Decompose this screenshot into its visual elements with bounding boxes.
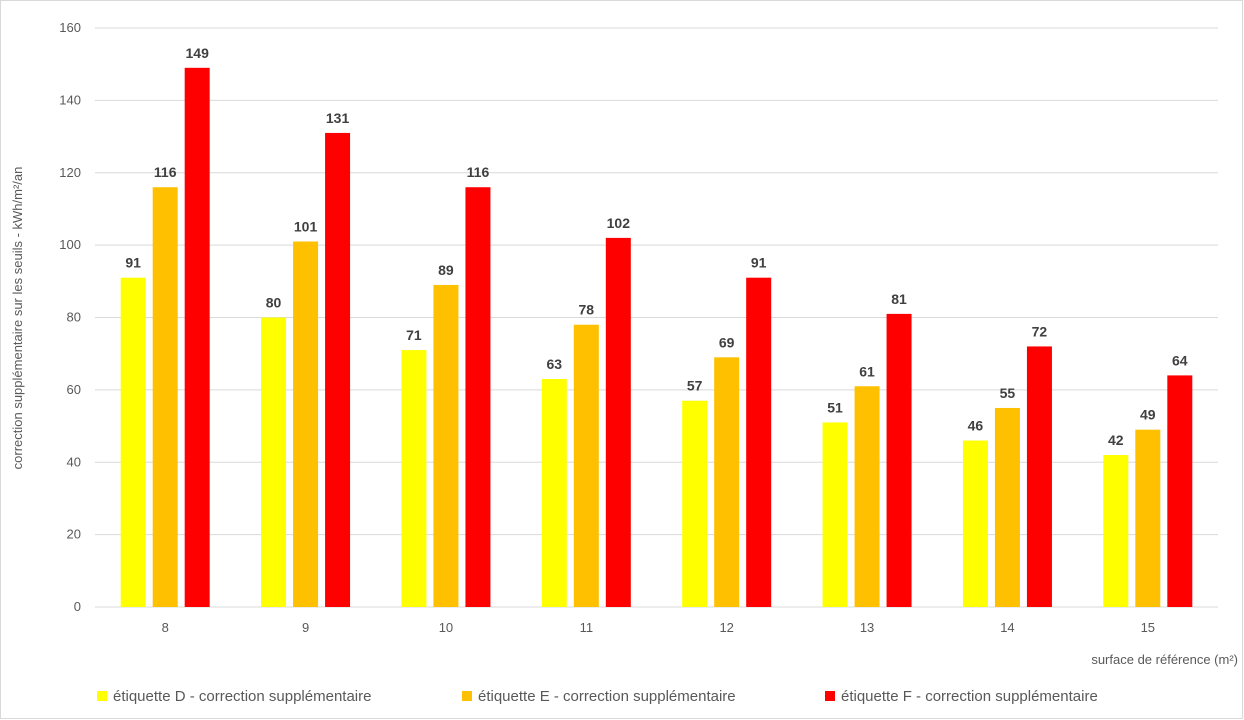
data-label: 51 <box>827 399 843 415</box>
bars <box>120 67 1193 607</box>
data-label: 89 <box>438 262 454 278</box>
y-tick-label: 160 <box>59 20 81 35</box>
bar <box>261 317 287 607</box>
data-label: 71 <box>406 327 422 343</box>
bar <box>682 400 708 607</box>
data-label: 91 <box>125 255 141 271</box>
data-label: 57 <box>687 378 703 394</box>
legend-swatch <box>97 691 107 701</box>
legend: étiquette D - correction supplémentaire é… <box>97 688 1098 705</box>
data-label: 91 <box>751 255 767 271</box>
y-axis-title: correction supplémentaire sur les seuils… <box>10 167 25 470</box>
bar <box>433 284 459 607</box>
data-label: 72 <box>1032 323 1048 339</box>
data-label: 101 <box>294 219 318 235</box>
y-tick-label: 140 <box>59 92 81 107</box>
data-label: 116 <box>154 164 177 180</box>
data-label: 61 <box>859 363 875 379</box>
data-label: 80 <box>266 295 282 311</box>
data-label: 42 <box>1108 432 1124 448</box>
y-tick-label: 40 <box>67 454 81 469</box>
x-axis-title: surface de référence (m²) <box>1091 652 1238 667</box>
legend-swatch <box>825 691 835 701</box>
data-label: 64 <box>1172 352 1188 368</box>
bar <box>1167 375 1193 607</box>
bar <box>822 422 848 607</box>
data-label: 81 <box>891 291 907 307</box>
y-tick-label: 100 <box>59 237 81 252</box>
data-label: 49 <box>1140 407 1156 423</box>
bar <box>401 350 427 607</box>
bar <box>994 407 1020 607</box>
data-label: 149 <box>186 45 210 61</box>
bar <box>1026 346 1052 607</box>
x-tick-label: 12 <box>719 620 733 635</box>
bar <box>325 132 351 607</box>
bar <box>854 386 880 607</box>
y-axis-tick-labels: 0 20 40 60 80 100 120 140 160 <box>59 20 81 614</box>
bar <box>152 187 178 607</box>
x-tick-label: 10 <box>439 620 453 635</box>
bar <box>541 379 567 607</box>
bar <box>573 324 599 607</box>
legend-label: étiquette E - correction supplémentaire <box>478 688 736 705</box>
x-tick-label: 8 <box>162 620 169 635</box>
y-tick-label: 80 <box>67 310 81 325</box>
bar <box>293 241 319 607</box>
bar <box>1103 455 1129 607</box>
data-label: 46 <box>968 418 984 434</box>
bar <box>184 67 210 607</box>
data-label: 131 <box>326 110 350 126</box>
data-label: 102 <box>607 215 631 231</box>
bar <box>605 237 631 607</box>
x-tick-label: 14 <box>1000 620 1014 635</box>
x-tick-label: 11 <box>580 620 594 635</box>
legend-label: étiquette F - correction supplémentaire <box>841 688 1098 705</box>
data-label: 55 <box>1000 385 1016 401</box>
x-tick-label: 15 <box>1141 620 1155 635</box>
bar <box>962 440 988 607</box>
bar <box>714 357 740 607</box>
x-tick-label: 13 <box>860 620 874 635</box>
data-label: 63 <box>547 356 563 372</box>
y-tick-label: 120 <box>59 165 81 180</box>
y-tick-label: 20 <box>67 527 81 542</box>
data-labels: 91 116 149 80 101 131 71 89 116 63 78 102 57 69 91 51 61… <box>125 45 1187 448</box>
legend-swatch <box>462 691 472 701</box>
x-tick-label: 9 <box>302 620 309 635</box>
y-tick-label: 0 <box>74 599 81 614</box>
bar <box>120 277 146 607</box>
bar <box>1135 429 1161 607</box>
data-label: 78 <box>579 302 595 318</box>
y-tick-label: 60 <box>67 382 81 397</box>
bar <box>465 187 491 607</box>
x-axis-tick-labels: 8 9 10 11 12 13 14 15 <box>162 620 1155 635</box>
bar <box>746 277 772 607</box>
data-label: 69 <box>719 334 735 350</box>
legend-label: étiquette D - correction supplémentaire <box>113 688 371 705</box>
bar <box>886 313 912 607</box>
data-label: 116 <box>467 164 490 180</box>
